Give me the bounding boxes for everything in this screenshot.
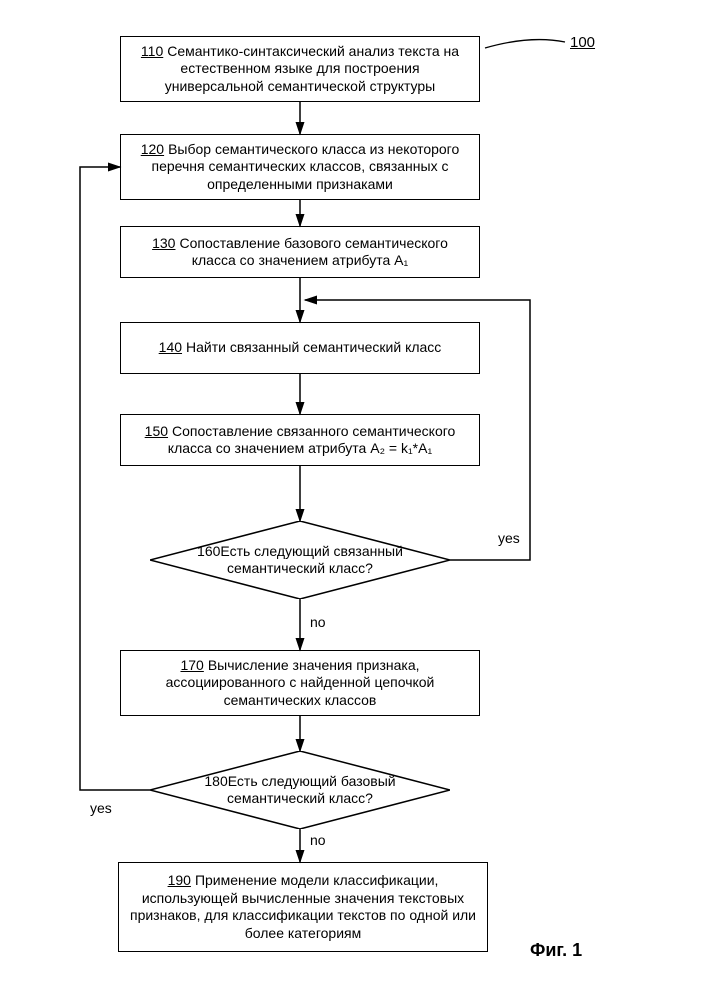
node-180-text: Есть следующий базовый семантический кла… [227, 773, 396, 807]
node-150-text: Сопоставление связанного семантического … [168, 423, 456, 457]
node-110-num: 110 [141, 43, 163, 59]
node-140-text: Найти связанный семантический класс [186, 339, 441, 355]
edge-label-160-yes: yes [498, 530, 520, 546]
node-120-text: Выбор семантического класса из некоторог… [152, 141, 460, 192]
node-140: 140Найти связанный семантический класс [120, 322, 480, 374]
node-110-text: Семантико-синтаксический анализ текста н… [165, 43, 459, 94]
flowchart-canvas: 110Семантико-синтаксический анализ текст… [0, 0, 707, 1000]
node-150: 150Сопоставление связанного семантическо… [120, 414, 480, 466]
node-120-num: 120 [141, 141, 164, 157]
node-130-num: 130 [152, 235, 175, 251]
figure-caption: Фиг. 1 [530, 940, 582, 961]
node-120: 120Выбор семантического класса из некото… [120, 134, 480, 200]
node-180-num: 180 [204, 773, 227, 789]
edge-label-180-yes: yes [90, 800, 112, 816]
node-160: 160Есть следующий связанный семантически… [150, 521, 450, 599]
node-190-num: 190 [168, 872, 191, 888]
node-160-text: Есть следующий связанный семантический к… [220, 543, 403, 577]
node-110: 110Семантико-синтаксический анализ текст… [120, 36, 480, 102]
node-130: 130Сопоставление базового семантического… [120, 226, 480, 278]
node-190: 190Применение модели классификации, испо… [118, 862, 488, 952]
figure-reference-label: 100 [570, 34, 595, 51]
node-160-num: 160 [197, 543, 220, 559]
node-170-text: Вычисление значения признака, ассоцииров… [166, 657, 435, 708]
node-180: 180Есть следующий базовый семантический … [150, 751, 450, 829]
node-150-num: 150 [145, 423, 168, 439]
node-170-num: 170 [180, 657, 203, 673]
edge-label-160-no: no [310, 614, 326, 630]
node-130-text: Сопоставление базового семантического кл… [179, 235, 447, 269]
node-140-num: 140 [159, 339, 182, 355]
node-170: 170Вычисление значения признака, ассоции… [120, 650, 480, 716]
edge-label-180-no: no [310, 832, 326, 848]
